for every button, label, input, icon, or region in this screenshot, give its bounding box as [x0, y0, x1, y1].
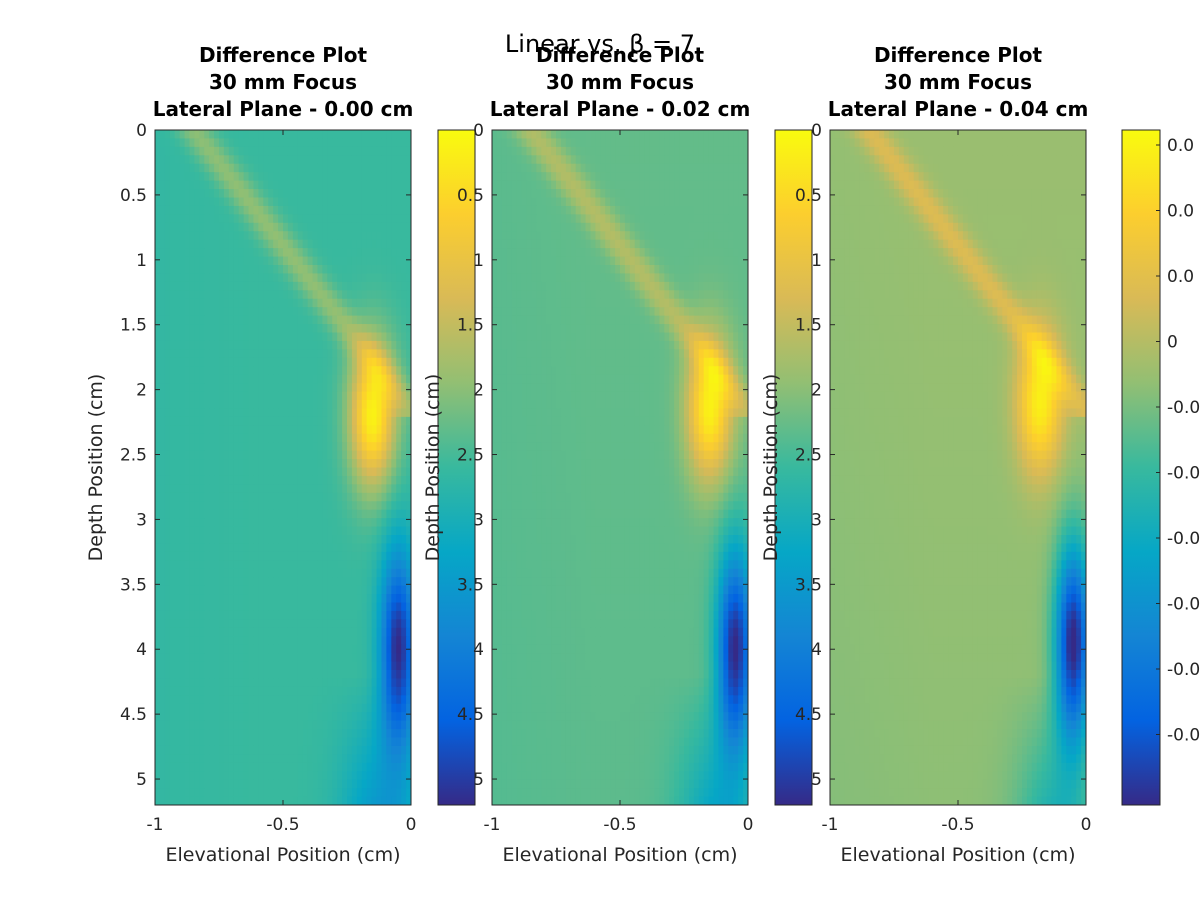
y-tick-label: 1.5: [795, 316, 822, 336]
colorbar: [774, 129, 813, 806]
subplot-title-line: Difference Plot: [874, 43, 1043, 67]
x-tick-label: 0: [406, 815, 417, 835]
y-tick-label: 2.5: [457, 446, 484, 466]
y-tick-label: 3.5: [457, 575, 484, 595]
colorbar: [437, 129, 476, 806]
x-tick-label: -1: [147, 815, 164, 835]
subplot-2: 0 0.5 1 1.5 2 2.5 3 3.5 4 4.5 5 -1 -0.5 0 Elevational …: [422, 43, 813, 866]
y-tick-label: 2.5: [795, 446, 822, 466]
y-tick-label: 1.5: [457, 316, 484, 336]
y-tick-label: 1: [811, 251, 822, 271]
y-tick-label: 4.5: [457, 705, 484, 725]
x-tick-label: -0.5: [266, 815, 299, 835]
subplot-title-line: Difference Plot: [199, 43, 368, 67]
y-tick-label: 5: [811, 770, 822, 790]
colorbar-tick-label: -0.0: [1167, 529, 1200, 549]
colorbar-tick-label: -0.0: [1167, 398, 1200, 418]
y-tick-label: 0.5: [120, 186, 147, 206]
x-tick-label: -0.5: [603, 815, 636, 835]
colorbar: [1121, 129, 1161, 806]
heatmap-field: [492, 130, 748, 805]
y-tick-label: 1: [136, 251, 147, 271]
subplot-title-line: Lateral Plane - 0.04 cm: [828, 97, 1089, 121]
y-tick-label: 3: [811, 510, 822, 530]
subplot-title-line: Lateral Plane - 0.00 cm: [153, 97, 414, 121]
y-tick-label: 0: [811, 121, 822, 141]
x-axis-label: Elevational Position (cm): [502, 844, 737, 866]
y-tick-label: 4: [811, 640, 822, 660]
subplot-title-line: Difference Plot: [536, 43, 705, 67]
y-tick-label: 3.5: [795, 575, 822, 595]
y-tick-label: 5: [136, 770, 147, 790]
y-tick-label: 2: [473, 381, 484, 401]
y-tick-label: 2: [811, 381, 822, 401]
y-tick-label: 0.5: [795, 186, 822, 206]
y-tick-label: 2.5: [120, 446, 147, 466]
panels: 0 0.5 1 1.5 2 2.5 3 3.5 4 4.5 5 -1 -0.5 0 Elevational …: [85, 43, 1200, 866]
y-tick-label: 0.5: [457, 186, 484, 206]
x-tick-label: -0.5: [941, 815, 974, 835]
colorbar-tick-label: 0.0: [1167, 267, 1194, 287]
y-tick-label: 0: [473, 121, 484, 141]
y-axis-label: Depth Position (cm): [85, 374, 107, 562]
x-tick-label: -1: [822, 815, 839, 835]
y-tick-label: 2: [136, 381, 147, 401]
colorbar-tick-label: 0.0: [1167, 136, 1194, 156]
x-axis-label: Elevational Position (cm): [165, 844, 400, 866]
colorbar-tick-label: -0.0: [1167, 660, 1200, 680]
subplot-title-line: 30 mm Focus: [209, 70, 357, 94]
x-axis-label: Elevational Position (cm): [840, 844, 1075, 866]
subplot-title-line: 30 mm Focus: [884, 70, 1032, 94]
y-tick-label: 4.5: [120, 705, 147, 725]
y-tick-label: 0: [136, 121, 147, 141]
subplot-title-line: Lateral Plane - 0.02 cm: [490, 97, 751, 121]
y-tick-label: 4.5: [795, 705, 822, 725]
x-tick-label: -1: [484, 815, 501, 835]
y-axis-label: Depth Position (cm): [760, 374, 782, 562]
figure-suptitle: Linear vs. β = 7: [505, 30, 695, 58]
y-axis-label: Depth Position (cm): [422, 374, 444, 562]
y-tick-label: 4: [136, 640, 147, 660]
y-tick-label: 4: [473, 640, 484, 660]
heatmap-field: [155, 130, 411, 805]
x-tick-label: 0: [743, 815, 754, 835]
y-tick-label: 3.5: [120, 575, 147, 595]
x-tick-label: 0: [1081, 815, 1092, 835]
y-tick-label: 3: [136, 510, 147, 530]
colorbar-tick-label: 0.0: [1167, 202, 1194, 222]
subplot-1: 0 0.5 1 1.5 2 2.5 3 3.5 4 4.5 5 -1 -0.5 0 Elevational …: [85, 43, 476, 866]
y-tick-label: 1.5: [120, 316, 147, 336]
colorbar-tick-label: -0.0: [1167, 595, 1200, 615]
colorbar-tick-label: 0: [1167, 333, 1178, 353]
subplot-3: 0 0.5 1 1.5 2 2.5 3 3.5 4 4.5 5 -1 -0.5 0 Elevational …: [760, 43, 1200, 866]
colorbar-tick-label: -0.0: [1167, 464, 1200, 484]
colorbar-tick-label: -0.0: [1167, 726, 1200, 746]
y-tick-label: 1: [473, 251, 484, 271]
y-tick-label: 5: [473, 770, 484, 790]
y-tick-label: 3: [473, 510, 484, 530]
subplot-title-line: 30 mm Focus: [546, 70, 694, 94]
heatmap-field: [830, 130, 1086, 805]
